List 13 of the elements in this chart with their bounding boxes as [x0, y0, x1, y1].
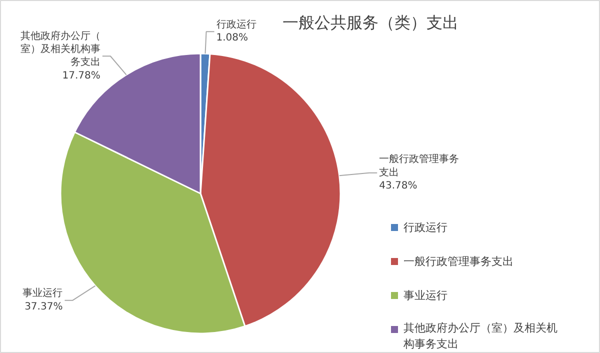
- legend-label: 一般行政管理事务支出: [404, 255, 514, 268]
- slice-label: 行政运行: [216, 18, 256, 30]
- legend-label: 事业运行: [404, 289, 448, 302]
- data-label: 1.08%: [216, 32, 248, 44]
- data-label: 17.78%: [62, 70, 100, 82]
- legend-label: 行政运行: [404, 221, 448, 234]
- slice-label: 其他政府办公厅（室）及相关机构事务支出: [20, 30, 100, 68]
- data-label: 37.37%: [24, 301, 63, 312]
- data-label: 43.78%: [379, 180, 418, 192]
- slice-label: 一般行政管理事务支出: [379, 153, 460, 178]
- slice-label: 事业运行: [22, 287, 63, 300]
- legend-label: 其他政府办公厅（室）及相关机构事务支出: [402, 322, 558, 350]
- chart-title: 一般公共服务（类）支出: [282, 13, 458, 32]
